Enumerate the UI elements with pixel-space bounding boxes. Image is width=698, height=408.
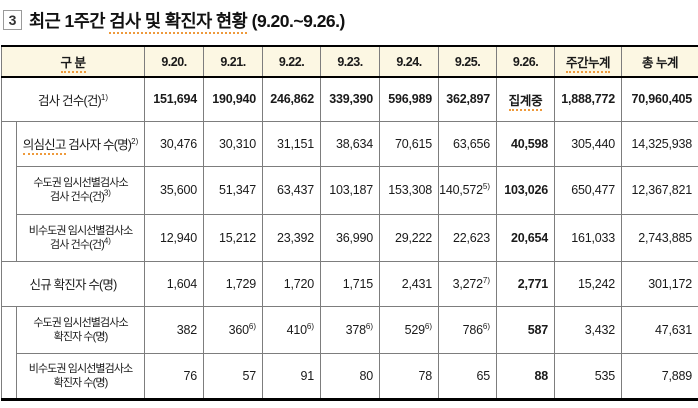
data-cell: 2,771 (496, 260, 556, 307)
column-header-day: 9.21. (203, 45, 264, 78)
title-underlined: 검사 및 확진자 현황 (109, 10, 248, 34)
column-header-category: 구 분 (0, 45, 146, 78)
row-label: 수도권 임시선별검사소 확진자 수(명) (15, 305, 146, 354)
data-cell: 31,151 (262, 120, 322, 167)
data-cell: 1,715 (320, 260, 381, 307)
data-cell-week-total: 15,242 (554, 260, 623, 307)
data-cell: 12,940 (144, 213, 205, 262)
data-cell: 30,476 (144, 120, 205, 167)
data-cell: 1,720 (262, 260, 322, 307)
data-cell-grand-total: 301,172 (621, 260, 698, 307)
data-cell: 80 (320, 352, 381, 400)
data-cell: 63,656 (438, 120, 498, 167)
data-cell: 587 (496, 305, 556, 354)
page-title-text: 최근 1주간 검사 및 확진자 현황 (9.20.~9.26.) (29, 8, 346, 34)
data-cell: 51,347 (203, 165, 264, 215)
indent-cell (1, 305, 17, 400)
data-cell: 30,310 (203, 120, 264, 167)
data-cell: 4106) (262, 305, 322, 354)
data-cell: 1,729 (203, 260, 264, 307)
data-cell-grand-total: 2,743,885 (621, 213, 698, 262)
table-row-capital-screening-cases: 수도권 임시선별검사소 확진자 수(명) 382 3606) 4106) 378… (1, 305, 698, 400)
row-label: 검사 건수(건)1) (0, 76, 146, 122)
data-cell: 29,222 (379, 213, 440, 262)
data-cell: 35,600 (144, 165, 205, 215)
data-cell: 190,940 (203, 76, 264, 122)
data-cell: 3,2727) (438, 260, 498, 307)
row-label: 비수도권 임시선별검사소 검사 건수(건)4) (15, 213, 146, 262)
column-header-grand-total: 총 누계 (621, 45, 698, 78)
page-title: 3 최근 1주간 검사 및 확진자 현황 (9.20.~9.26.) (3, 7, 698, 34)
data-cell-week-total: 650,477 (554, 165, 623, 215)
column-header-day: 9.22. (262, 45, 322, 78)
title-date-range: (9.20.~9.26.) (251, 10, 346, 31)
data-cell: 140,5725) (438, 165, 498, 215)
column-header-day: 9.20. (144, 45, 205, 78)
row-label: 신규 확진자 수(명) (0, 260, 146, 307)
data-cell: 246,862 (262, 76, 322, 122)
data-cell: 103,026 (496, 165, 556, 215)
table-row-capital-screening-tests: 수도권 임시선별검사소 검사 건수(건)3) 35,600 51,347 63,… (2, 165, 698, 215)
data-cell: 76 (144, 352, 205, 400)
data-cell: 70,615 (379, 120, 440, 167)
data-cell: 3606) (203, 305, 264, 354)
data-cell: 362,897 (438, 76, 498, 122)
data-cell: 22,623 (438, 213, 498, 262)
data-cell: 1,604 (144, 260, 205, 307)
data-cell: 5296) (379, 305, 440, 354)
week-total-header-label: 주간누계 (566, 56, 611, 73)
data-cell: 63,437 (262, 165, 322, 215)
column-header-day: 9.25. (438, 45, 498, 78)
data-cell-week-total: 3,432 (554, 305, 623, 354)
data-cell: 91 (262, 352, 322, 400)
data-cell-grand-total: 14,325,938 (621, 120, 698, 167)
column-header-day: 9.26. (496, 45, 556, 78)
data-cell: 103,187 (320, 165, 381, 215)
data-cell: 78 (379, 352, 440, 400)
data-cell: 2,431 (379, 260, 440, 307)
data-cell: 36,990 (320, 213, 381, 262)
weekly-stats-table: 구 분 9.20. 9.21. 9.22. 9.23. 9.24. 9.25. … (0, 45, 698, 401)
data-cell: 596,989 (379, 76, 440, 122)
row-label: 수도권 임시선별검사소 검사 건수(건)3) (15, 165, 146, 215)
table-row-noncapital-screening-cases: 비수도권 임시선별검사소 확진자 수(명) 76 57 91 80 78 65 … (2, 352, 698, 400)
table-row-noncapital-screening-tests: 비수도권 임시선별검사소 검사 건수(건)4) 12,940 15,212 23… (2, 213, 698, 262)
column-header-day: 9.23. (320, 45, 381, 78)
data-cell-week-total: 1,888,772 (554, 76, 623, 122)
indent-cell (1, 120, 17, 262)
data-cell-week-total: 305,440 (554, 120, 623, 167)
data-cell-week-total: 535 (554, 352, 623, 400)
data-cell: 382 (144, 305, 205, 354)
data-cell-week-total: 161,033 (554, 213, 623, 262)
category-header-label: 구 분 (60, 56, 86, 73)
section-number-badge: 3 (3, 10, 22, 30)
data-cell: 151,694 (144, 76, 205, 122)
data-cell: 57 (203, 352, 264, 400)
row-label: 비수도권 임시선별검사소 확진자 수(명) (15, 352, 146, 400)
data-cell-counting: 집계중 (496, 76, 556, 122)
data-cell: 65 (438, 352, 498, 400)
table-row-suspected-tests: 의심신고 검사자 수(명)2) 30,476 30,310 31,151 38,… (1, 120, 698, 262)
data-cell-grand-total: 7,889 (621, 352, 698, 400)
row-label: 의심신고 검사자 수(명)2) (15, 120, 146, 167)
data-cell: 20,654 (496, 213, 556, 262)
data-cell: 153,308 (379, 165, 440, 215)
data-cell: 7866) (438, 305, 498, 354)
header-row: 구 분 9.20. 9.21. 9.22. 9.23. 9.24. 9.25. … (0, 45, 698, 78)
data-cell-grand-total: 12,367,821 (621, 165, 698, 215)
column-header-week-total: 주간누계 (554, 45, 623, 78)
data-cell: 23,392 (262, 213, 322, 262)
data-cell: 40,598 (496, 120, 556, 167)
data-cell: 3786) (320, 305, 381, 354)
title-prefix: 최근 1주간 (29, 10, 110, 31)
table-row-tests-total: 검사 건수(건)1) 151,694 190,940 246,862 339,3… (0, 76, 698, 122)
data-cell-grand-total: 70,960,405 (621, 76, 698, 122)
data-cell-grand-total: 47,631 (621, 305, 698, 354)
data-cell: 38,634 (320, 120, 381, 167)
column-header-day: 9.24. (379, 45, 440, 78)
data-cell: 339,390 (320, 76, 381, 122)
table-row-new-cases: 신규 확진자 수(명) 1,604 1,729 1,720 1,715 2,43… (0, 260, 698, 307)
data-cell: 15,212 (203, 213, 264, 262)
data-cell: 88 (496, 352, 556, 400)
